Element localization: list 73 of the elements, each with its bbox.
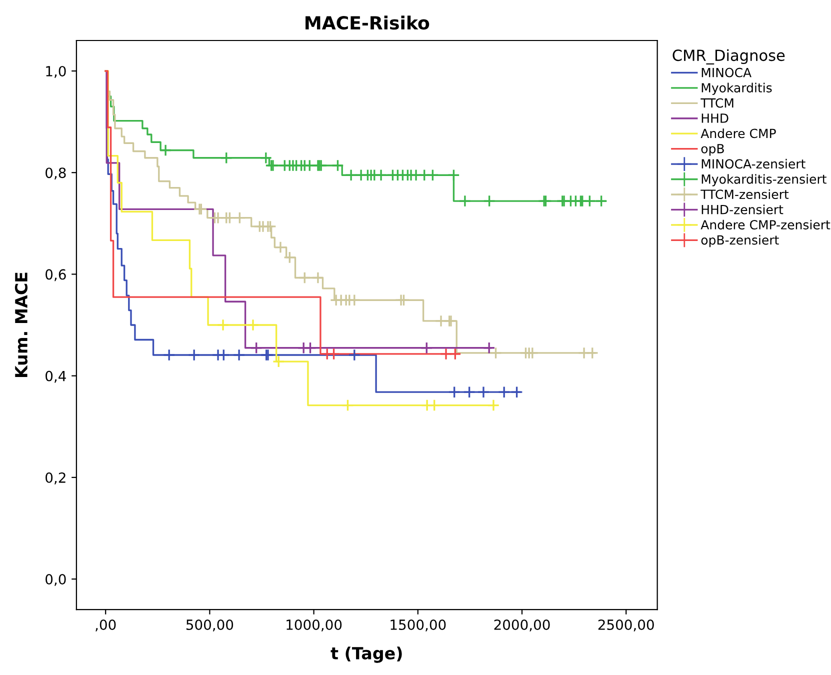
point bbox=[264, 220, 276, 233]
point bbox=[298, 272, 311, 284]
point bbox=[223, 212, 236, 224]
legend-label: MINOCA bbox=[702, 68, 752, 78]
point bbox=[498, 386, 510, 398]
chart-title: MACE-Risiko bbox=[306, 16, 430, 30]
x-tick-label: 2500,00 bbox=[598, 619, 654, 632]
x-axis-title: t (Tage) bbox=[330, 646, 402, 663]
y-tick-label: 0,0 bbox=[46, 574, 66, 586]
legend-label: HHD bbox=[702, 114, 728, 123]
point bbox=[586, 346, 599, 360]
point bbox=[458, 194, 472, 208]
legend-title: CMR_Diagnose bbox=[672, 49, 785, 64]
point bbox=[250, 342, 263, 354]
point bbox=[233, 212, 246, 224]
point bbox=[426, 168, 439, 182]
point bbox=[283, 251, 296, 264]
point bbox=[583, 194, 596, 208]
legend-label: Andere CMP-zensiert bbox=[700, 220, 830, 230]
point bbox=[272, 355, 285, 368]
point bbox=[159, 144, 172, 156]
point bbox=[348, 348, 361, 362]
point bbox=[482, 342, 496, 354]
y-axis-title: Kum. MACE bbox=[14, 272, 28, 378]
point bbox=[232, 348, 246, 362]
x-tick-label: 500,00 bbox=[186, 619, 234, 632]
x-tick-label: 1500,00 bbox=[390, 619, 446, 632]
point bbox=[246, 318, 260, 332]
y-tick-label: 0,6 bbox=[46, 269, 66, 282]
legend-label: Andere CMP bbox=[700, 128, 776, 138]
point bbox=[332, 159, 344, 172]
point bbox=[398, 294, 410, 306]
point bbox=[420, 342, 433, 354]
point bbox=[162, 348, 176, 362]
point bbox=[526, 346, 539, 360]
point bbox=[448, 386, 461, 398]
point bbox=[374, 168, 388, 182]
y-tick-label: 0,2 bbox=[46, 472, 66, 484]
point bbox=[477, 386, 490, 398]
legend-label: Myokarditis-zensiert bbox=[702, 174, 826, 186]
point bbox=[448, 348, 462, 360]
y-tick-label: 0,8 bbox=[46, 168, 66, 180]
point bbox=[274, 241, 287, 254]
point bbox=[463, 386, 476, 398]
legend-label: Myokarditis bbox=[702, 82, 772, 95]
legend-label: TTCM bbox=[700, 98, 734, 108]
point bbox=[260, 152, 272, 164]
y-tick-label: 1,0 bbox=[46, 66, 66, 78]
legend-label: opB bbox=[701, 144, 724, 156]
point bbox=[220, 152, 233, 164]
point bbox=[487, 399, 500, 412]
legend-label: MINOCA-zensiert bbox=[702, 158, 806, 169]
x-tick-label: 2000,00 bbox=[494, 619, 550, 632]
legend-label: TTCM-zensiert bbox=[700, 189, 789, 200]
legend-label: opB-zensiert bbox=[701, 235, 779, 248]
point bbox=[447, 168, 460, 182]
point bbox=[342, 399, 354, 412]
point bbox=[440, 348, 452, 360]
point bbox=[344, 168, 358, 182]
point bbox=[216, 318, 230, 332]
x-tick-label: ,00 bbox=[96, 619, 116, 632]
point bbox=[595, 194, 608, 208]
x-tick-label: 1000,00 bbox=[286, 619, 342, 632]
point bbox=[510, 386, 523, 398]
y-tick-label: 0,4 bbox=[46, 370, 66, 383]
point bbox=[188, 348, 200, 362]
point bbox=[483, 194, 496, 208]
point bbox=[304, 342, 316, 354]
point bbox=[428, 399, 441, 412]
point bbox=[490, 346, 502, 360]
point bbox=[328, 348, 340, 360]
point bbox=[312, 272, 324, 284]
legend-label: HHD-zensiert bbox=[702, 204, 784, 214]
